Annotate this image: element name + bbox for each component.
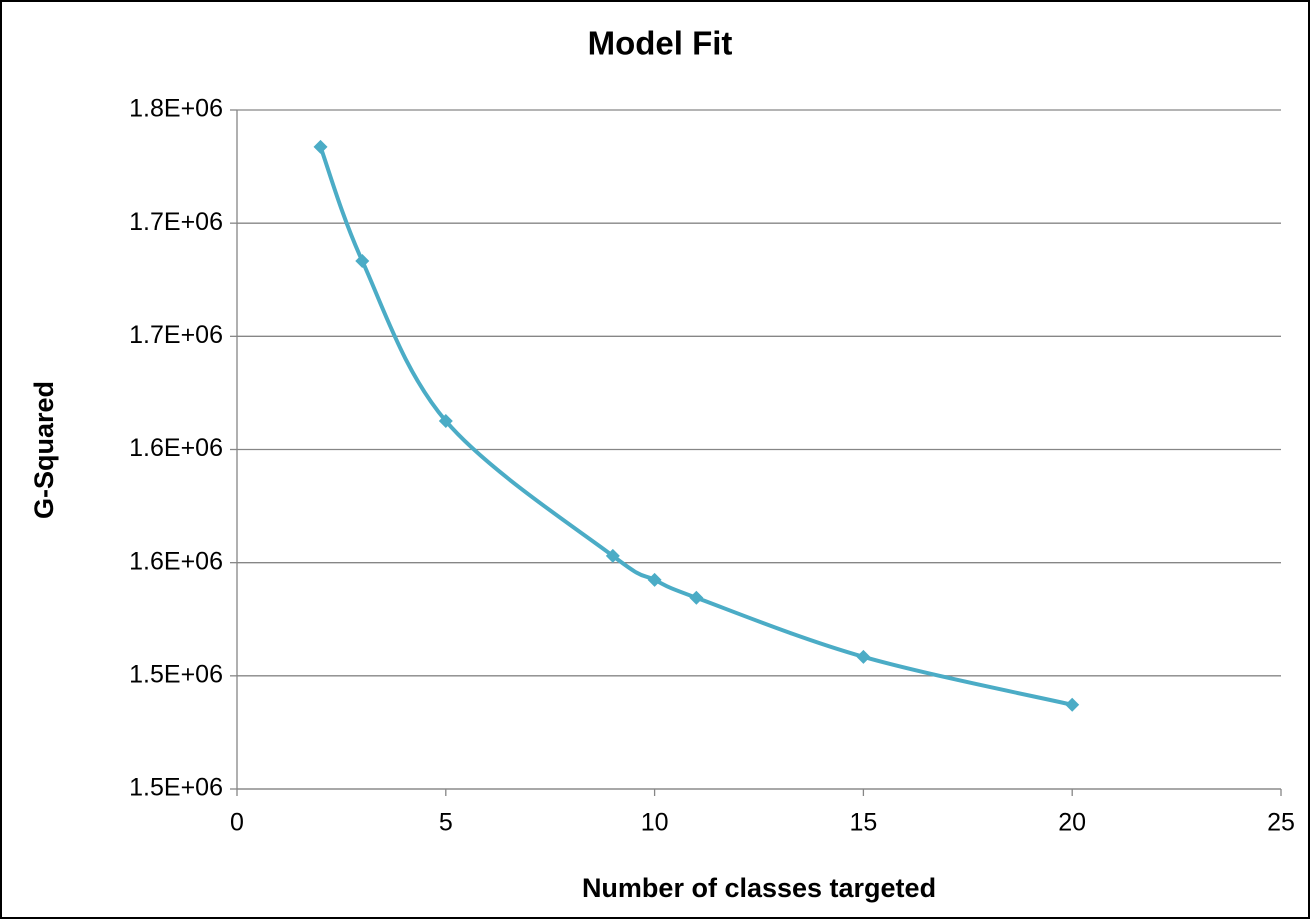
y-tick-label: 1.5E+06	[129, 774, 223, 802]
data-point	[1065, 697, 1080, 712]
y-tick-label: 1.6E+06	[129, 434, 223, 462]
data-point	[355, 253, 370, 268]
data-point	[647, 572, 662, 587]
x-tick-label: 20	[1058, 809, 1086, 837]
x-axis-label: Number of classes targeted	[582, 873, 936, 903]
data-point	[856, 649, 871, 664]
data-point	[313, 139, 328, 154]
y-tick-label: 1.7E+06	[129, 208, 223, 236]
y-axis-label: G-Squared	[29, 381, 59, 519]
data-point	[689, 590, 704, 605]
y-tick-label: 1.6E+06	[129, 547, 223, 575]
chart-title: Model Fit	[588, 25, 733, 62]
y-tick-label: 1.5E+06	[129, 660, 223, 688]
x-tick-label: 15	[849, 809, 877, 837]
data-point	[605, 548, 620, 563]
x-tick-label: 5	[439, 809, 453, 837]
x-tick-label: 10	[641, 809, 669, 837]
y-tick-label: 1.8E+06	[129, 95, 223, 123]
data-point	[438, 413, 453, 428]
y-tick-label: 1.7E+06	[129, 321, 223, 349]
x-tick-label: 0	[230, 809, 244, 837]
x-tick-label: 25	[1267, 809, 1295, 837]
